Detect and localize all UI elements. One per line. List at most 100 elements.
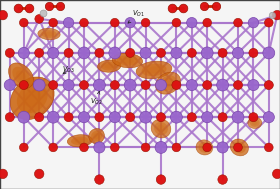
Ellipse shape bbox=[236, 144, 243, 151]
Ellipse shape bbox=[252, 121, 258, 125]
Point bbox=[97, 84, 102, 87]
Point bbox=[51, 146, 55, 149]
Point bbox=[22, 84, 26, 87]
Point bbox=[143, 116, 148, 119]
Ellipse shape bbox=[94, 133, 100, 139]
Point bbox=[82, 116, 86, 119]
Point bbox=[267, 21, 271, 24]
Ellipse shape bbox=[104, 64, 114, 69]
Point bbox=[82, 51, 86, 54]
Point bbox=[41, 12, 46, 15]
Ellipse shape bbox=[196, 140, 213, 155]
Point bbox=[181, 6, 186, 9]
Point bbox=[190, 51, 194, 54]
Point bbox=[190, 116, 194, 119]
Text: V$_{O3}$: V$_{O3}$ bbox=[62, 65, 75, 75]
Ellipse shape bbox=[75, 138, 85, 143]
Point bbox=[251, 51, 256, 54]
Point bbox=[1, 172, 5, 175]
Ellipse shape bbox=[89, 129, 104, 144]
Point bbox=[159, 116, 163, 119]
Text: V$_{O2}$: V$_{O2}$ bbox=[90, 91, 103, 107]
Point bbox=[16, 6, 20, 9]
Point bbox=[220, 178, 225, 181]
Ellipse shape bbox=[151, 119, 171, 138]
Point bbox=[275, 14, 279, 17]
Point bbox=[143, 21, 148, 24]
Ellipse shape bbox=[8, 63, 34, 88]
Point bbox=[82, 146, 86, 149]
Point bbox=[58, 4, 62, 7]
Point bbox=[8, 84, 12, 87]
Point bbox=[51, 84, 55, 87]
Ellipse shape bbox=[97, 60, 121, 72]
Point bbox=[128, 116, 132, 119]
Point bbox=[174, 21, 179, 24]
Ellipse shape bbox=[112, 53, 143, 68]
Ellipse shape bbox=[16, 70, 26, 81]
Point bbox=[269, 14, 274, 17]
Ellipse shape bbox=[121, 58, 134, 63]
Point bbox=[66, 51, 71, 54]
Point bbox=[97, 146, 102, 149]
Ellipse shape bbox=[10, 77, 54, 120]
Point bbox=[236, 51, 240, 54]
Point bbox=[190, 84, 194, 87]
Point bbox=[22, 146, 26, 149]
Point bbox=[220, 116, 225, 119]
Ellipse shape bbox=[41, 30, 57, 38]
Point bbox=[174, 116, 179, 119]
Point bbox=[82, 84, 86, 87]
Ellipse shape bbox=[157, 125, 165, 132]
Point bbox=[159, 51, 163, 54]
Point bbox=[170, 6, 174, 9]
Point bbox=[202, 4, 207, 7]
Point bbox=[97, 178, 102, 181]
Ellipse shape bbox=[17, 83, 48, 113]
Ellipse shape bbox=[101, 62, 117, 70]
Ellipse shape bbox=[163, 79, 173, 88]
Point bbox=[22, 116, 26, 119]
Point bbox=[113, 116, 117, 119]
Point bbox=[37, 116, 41, 119]
Point bbox=[213, 4, 218, 7]
Point bbox=[22, 21, 26, 24]
Point bbox=[251, 116, 256, 119]
Ellipse shape bbox=[117, 55, 138, 66]
Point bbox=[205, 146, 209, 149]
Ellipse shape bbox=[67, 135, 92, 147]
Point bbox=[143, 51, 148, 54]
Point bbox=[37, 172, 41, 175]
Point bbox=[37, 17, 41, 20]
Ellipse shape bbox=[201, 144, 208, 150]
Point bbox=[267, 116, 271, 119]
Point bbox=[8, 116, 12, 119]
Point bbox=[159, 178, 163, 181]
Point bbox=[143, 146, 148, 149]
Point bbox=[66, 116, 71, 119]
Point bbox=[267, 84, 271, 87]
Point bbox=[128, 84, 132, 87]
Point bbox=[251, 21, 256, 24]
Point bbox=[275, 172, 279, 175]
Point bbox=[220, 84, 225, 87]
Point bbox=[174, 51, 179, 54]
Point bbox=[267, 146, 271, 149]
Point bbox=[27, 6, 32, 9]
Ellipse shape bbox=[45, 32, 53, 36]
Ellipse shape bbox=[250, 119, 260, 127]
Point bbox=[174, 146, 179, 149]
Ellipse shape bbox=[233, 142, 246, 153]
Ellipse shape bbox=[154, 122, 168, 135]
Point bbox=[113, 146, 117, 149]
Point bbox=[236, 21, 240, 24]
Ellipse shape bbox=[71, 136, 88, 145]
Ellipse shape bbox=[141, 64, 167, 76]
Point bbox=[251, 84, 256, 87]
Point bbox=[37, 51, 41, 54]
Point bbox=[128, 21, 132, 24]
Point bbox=[236, 84, 240, 87]
Point bbox=[128, 51, 132, 54]
Point bbox=[66, 21, 71, 24]
Point bbox=[37, 84, 41, 87]
